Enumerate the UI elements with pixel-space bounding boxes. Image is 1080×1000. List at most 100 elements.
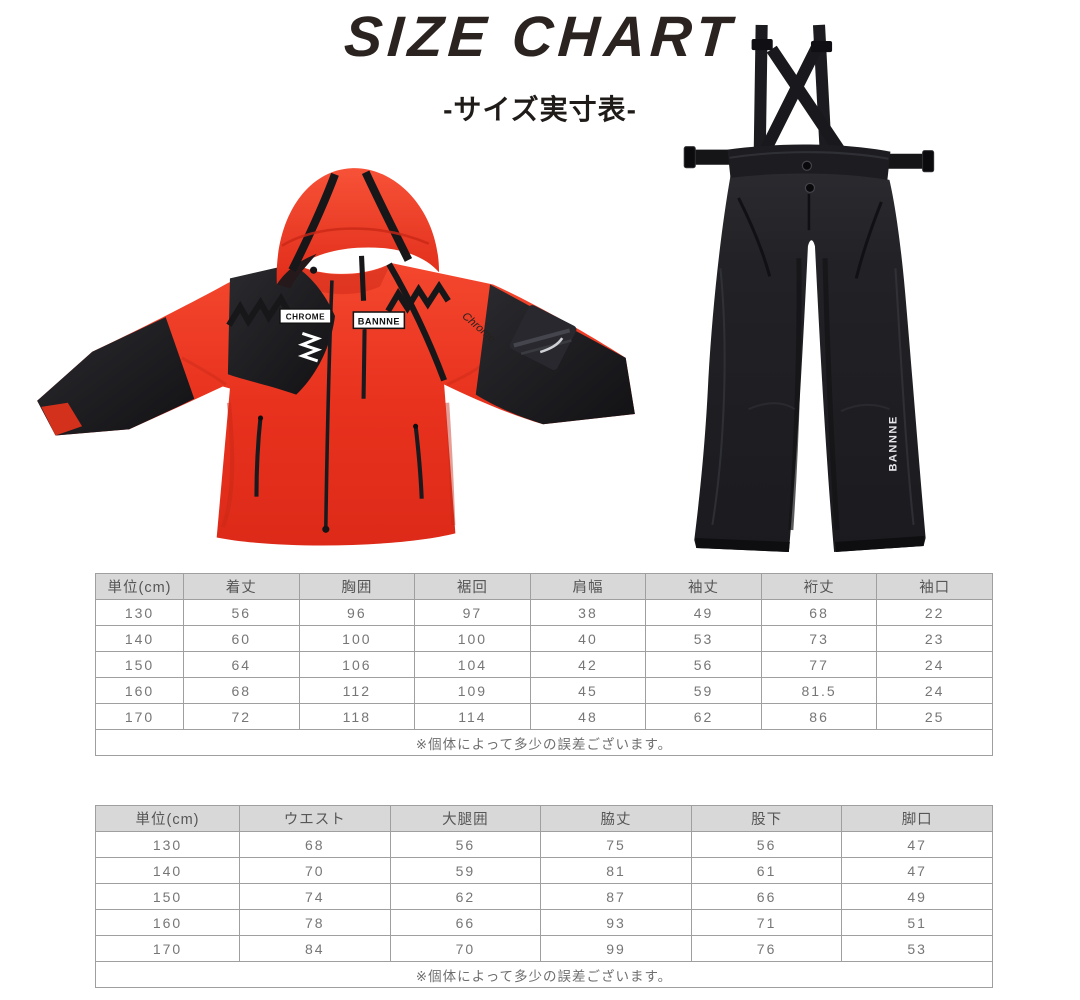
jacket-bannne-label: BANNNE (352, 311, 406, 330)
chest-piping (386, 262, 448, 382)
fold-shadow (181, 356, 227, 386)
table-row: 150 64 106 104 42 56 77 24 (95, 651, 993, 678)
table-cell: 53 (841, 935, 993, 962)
table-cell: 99 (540, 935, 692, 962)
inner-leg-shadow (788, 258, 802, 531)
suspender-buckle-right (810, 41, 833, 53)
table-cell: 77 (760, 651, 878, 678)
table-cell: 118 (298, 703, 416, 730)
pants-size-table: 単位(cm) ウエスト 大腿囲 脇丈 股下 脚口 130 68 56 75 56 47 140 70 59… (95, 805, 993, 988)
table-cell: 51 (841, 909, 993, 936)
table-cell: 71 (690, 909, 843, 936)
table-cell: 70 (239, 857, 391, 884)
table-cell: 68 (183, 677, 300, 704)
table-cell: 78 (239, 909, 391, 936)
fly-button-top (801, 160, 813, 171)
table-cell: 76 (690, 935, 843, 962)
table-cell: 75 (540, 831, 692, 858)
table-cell: 64 (183, 651, 300, 678)
table-cell: 130 (95, 599, 184, 626)
column-header: 単位(cm) (95, 805, 240, 832)
column-header: 裄丈 (760, 573, 878, 600)
jacket-size-table: 単位(cm) 着丈 胸囲 裾回 肩幅 袖丈 裄丈 袖口 130 56 96 97 38 49 68 22 14… (95, 573, 993, 756)
table-cell: 24 (876, 651, 993, 678)
column-header: 大腿囲 (389, 805, 542, 832)
table-cell: 59 (389, 857, 542, 884)
table-body: 130 56 96 97 38 49 68 22 140 60 100 100 40 53 73 23 150 6… (95, 599, 993, 730)
table-cell: 70 (389, 935, 542, 962)
table-cell: 22 (876, 599, 993, 626)
table-cell: 74 (239, 883, 391, 910)
table-cell: 23 (876, 625, 993, 652)
table-cell: 68 (239, 831, 391, 858)
hem-right (835, 535, 925, 553)
hood-seam (281, 227, 430, 247)
fold-highlight (894, 268, 915, 525)
column-header: 脚口 (841, 805, 993, 832)
table-row: 160 68 112 109 45 59 81.5 24 (95, 677, 993, 704)
table-cell: 66 (389, 909, 542, 936)
knee-crease (840, 403, 890, 413)
hood-stripe-left (288, 172, 339, 273)
fly-button-bottom (804, 182, 816, 194)
table-cell: 49 (645, 599, 762, 626)
pocket-seam-right (854, 201, 883, 279)
table-cell: 38 (529, 599, 647, 626)
pants-photo: BANNNE (648, 16, 990, 566)
table-cell: 100 (414, 625, 531, 652)
table-cell: 47 (841, 831, 993, 858)
table-header-row: 単位(cm) 着丈 胸囲 裾回 肩幅 袖丈 裄丈 袖口 (95, 573, 993, 600)
pants-body (694, 171, 926, 553)
table-note: ※個体によって多少の誤差ございます。 (95, 729, 993, 756)
cuff-red-tab (41, 402, 83, 436)
table-cell: 150 (95, 651, 184, 678)
chrome-label-text: CHROME (286, 313, 325, 322)
hood-stripe-right (361, 170, 413, 262)
waist-strap-right (883, 153, 928, 169)
table-cell: 72 (183, 703, 300, 730)
table-cell: 62 (645, 703, 762, 730)
table-cell: 114 (414, 703, 531, 730)
table-cell: 53 (645, 625, 762, 652)
table-cell: 24 (876, 677, 993, 704)
table-cell: 48 (529, 703, 647, 730)
inner-leg-shadow (822, 258, 840, 531)
table-cell: 104 (414, 651, 531, 678)
zipper-pull (257, 415, 264, 421)
table-cell: 84 (239, 935, 391, 962)
fold-highlight (711, 268, 726, 526)
table-cell: 86 (760, 703, 878, 730)
pocket-seam-left (737, 197, 772, 277)
column-header: 裾回 (414, 573, 531, 600)
table-cell: 87 (540, 883, 692, 910)
column-header: 股下 (690, 805, 843, 832)
table-header-row: 単位(cm) ウエスト 大腿囲 脇丈 股下 脚口 (95, 805, 993, 832)
knee-crease (748, 402, 796, 411)
suspender-buckle-left (751, 39, 773, 51)
table-cell: 73 (760, 625, 878, 652)
pants-leg-label: BANNNE (887, 415, 899, 471)
column-header: 単位(cm) (95, 573, 184, 600)
table-cell: 56 (389, 831, 542, 858)
column-header: 肩幅 (529, 573, 647, 600)
table-note: ※個体によって多少の誤差ございます。 (95, 961, 993, 988)
jacket-chrome-label: CHROME (279, 308, 332, 325)
table-body: 130 68 56 75 56 47 140 70 59 81 61 47 150 74 62 87 66 49 1… (95, 831, 993, 962)
collar-snap (310, 266, 318, 274)
table-cell: 56 (690, 831, 843, 858)
table-cell: 68 (760, 599, 878, 626)
shoulder-zigzag-right (385, 280, 451, 314)
column-header: 袖口 (876, 573, 993, 600)
table-cell: 59 (645, 677, 762, 704)
table-cell: 160 (95, 677, 184, 704)
fold-shadow (445, 402, 456, 526)
table-cell: 81 (540, 857, 692, 884)
table-cell: 160 (95, 909, 240, 936)
jacket-photo: CHROME BANNNE Chrome (28, 158, 642, 566)
fold-shadow (220, 402, 235, 529)
table-cell: 100 (298, 625, 416, 652)
table-cell: 62 (389, 883, 542, 910)
table-cell: 49 (841, 883, 993, 910)
table-cell: 130 (95, 831, 240, 858)
